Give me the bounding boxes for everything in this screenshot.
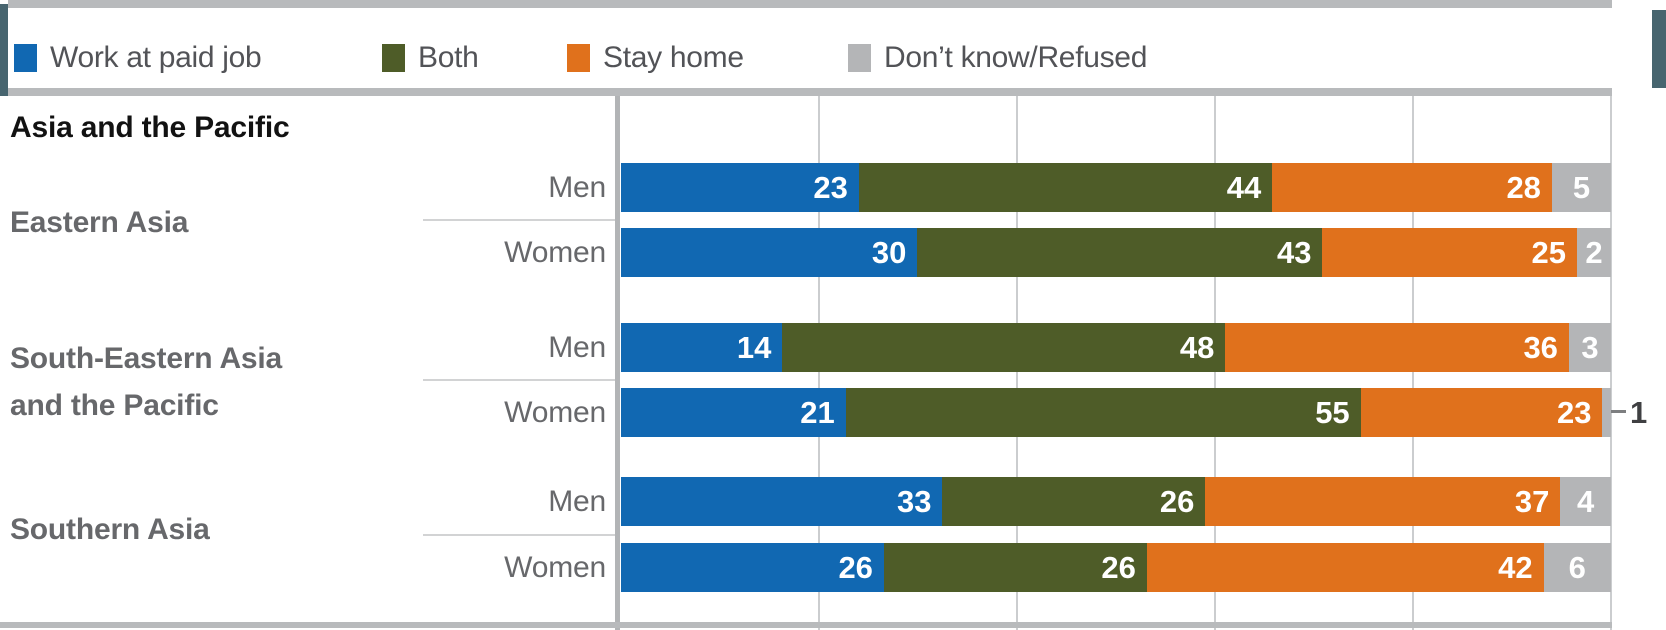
bar-segment: 30 [621,228,918,277]
orange-square-icon [567,44,590,72]
right-accent-strip [1652,10,1666,88]
bar-segment: 37 [1205,477,1561,526]
gender-label: Women [504,551,606,584]
legend-bottom-border-bar [8,88,1612,96]
bar-segment: 26 [621,543,884,592]
legend-item-dont-know-refused: Don’t know/Refused [848,41,1147,75]
bar-segment: 48 [782,323,1226,372]
bar-segment: 6 [1543,543,1611,592]
legend: Work at paid job Both Stay home Don’t kn… [0,8,1652,88]
segment-value: 33 [896,484,932,519]
group-label: Eastern Asia [10,206,189,239]
bar-segment [1602,388,1611,437]
segment-value: 3 [1581,330,1599,365]
segment-value: 44 [1226,170,1262,205]
legend-item-stay-home: Stay home [567,41,744,75]
bar-segment: 42 [1146,543,1544,592]
bar-segment: 44 [858,163,1273,212]
row-separator [423,379,615,381]
segment-value: 55 [1315,395,1350,430]
gray-square-icon [848,44,871,72]
bar-segment: 26 [942,477,1206,526]
segment-value: 25 [1531,235,1567,270]
group-label: and the Pacific [10,389,219,422]
bar-row: 21 55 23 [621,388,1611,437]
group-label: South-Eastern Asia [10,342,283,375]
bar-segment: 4 [1560,477,1612,526]
segment-value: 43 [1276,235,1312,270]
bar-segment: 26 [883,543,1147,592]
segment-value: 2 [1585,235,1603,270]
gender-label: Men [548,331,606,364]
segment-value: 23 [813,170,848,205]
bar-segment: 36 [1225,323,1569,372]
bar-segment: 2 [1577,228,1611,277]
segment-value: 5 [1572,170,1591,205]
legend-label: Work at paid job [50,41,262,74]
gender-label: Women [504,236,606,269]
segment-value: 28 [1506,170,1541,205]
segment-value: 26 [1159,484,1195,519]
y-axis-line [615,96,620,630]
segment-value: 30 [871,235,907,270]
bar-row: 26 26 42 6 [621,543,1611,592]
bar-segment: 28 [1272,163,1552,212]
gender-label: Men [548,485,606,518]
bar-segment: 14 [621,323,783,372]
legend-label: Both [418,41,479,74]
bar-segment: 23 [1360,388,1603,437]
row-separator [423,534,615,536]
segment-value: 42 [1498,550,1533,585]
segment-value: 6 [1568,550,1586,585]
bar-segment: 55 [845,388,1361,437]
bar-segment: 5 [1551,163,1611,212]
bar-row: 30 43 25 2 [621,228,1611,277]
segment-value: 26 [838,550,873,585]
segment-value: 48 [1179,330,1215,365]
segment-value: 21 [800,395,835,430]
outside-segment-value: 1 [1630,394,1648,430]
segment-value: 4 [1577,484,1595,519]
callout-dash [1611,410,1626,413]
bar-segment: 33 [621,477,943,526]
bar-row: 14 48 36 3 [621,323,1612,372]
row-separator [423,219,615,221]
segment-value: 23 [1556,395,1592,430]
gender-label: Men [548,171,606,204]
left-accent-strip [0,4,8,96]
chart-title: Asia and the Pacific [10,111,290,144]
legend-item-both: Both [382,41,479,75]
legend-label: Stay home [603,41,744,74]
bar-row: 23 44 28 5 [621,163,1611,212]
gender-label: Women [504,396,606,429]
bar-segment: 3 [1568,323,1612,372]
bar-segment: 21 [621,388,846,437]
segment-value: 14 [736,330,772,365]
legend-item-work-at-paid-job: Work at paid job [14,41,262,75]
segment-value: 36 [1523,330,1558,365]
bar-segment: 23 [621,163,859,212]
bar-row: 33 26 37 4 [621,477,1612,526]
bar-segment: 25 [1322,228,1578,277]
segment-value: 37 [1514,484,1550,519]
top-border-bar [8,0,1612,8]
blue-square-icon [14,44,37,72]
bar-segment: 43 [917,228,1323,277]
legend-label: Don’t know/Refused [884,41,1148,74]
segment-value: 26 [1101,550,1136,585]
green-square-icon [382,44,405,72]
bottom-border-bar [0,622,1612,628]
group-label: Southern Asia [10,513,210,546]
